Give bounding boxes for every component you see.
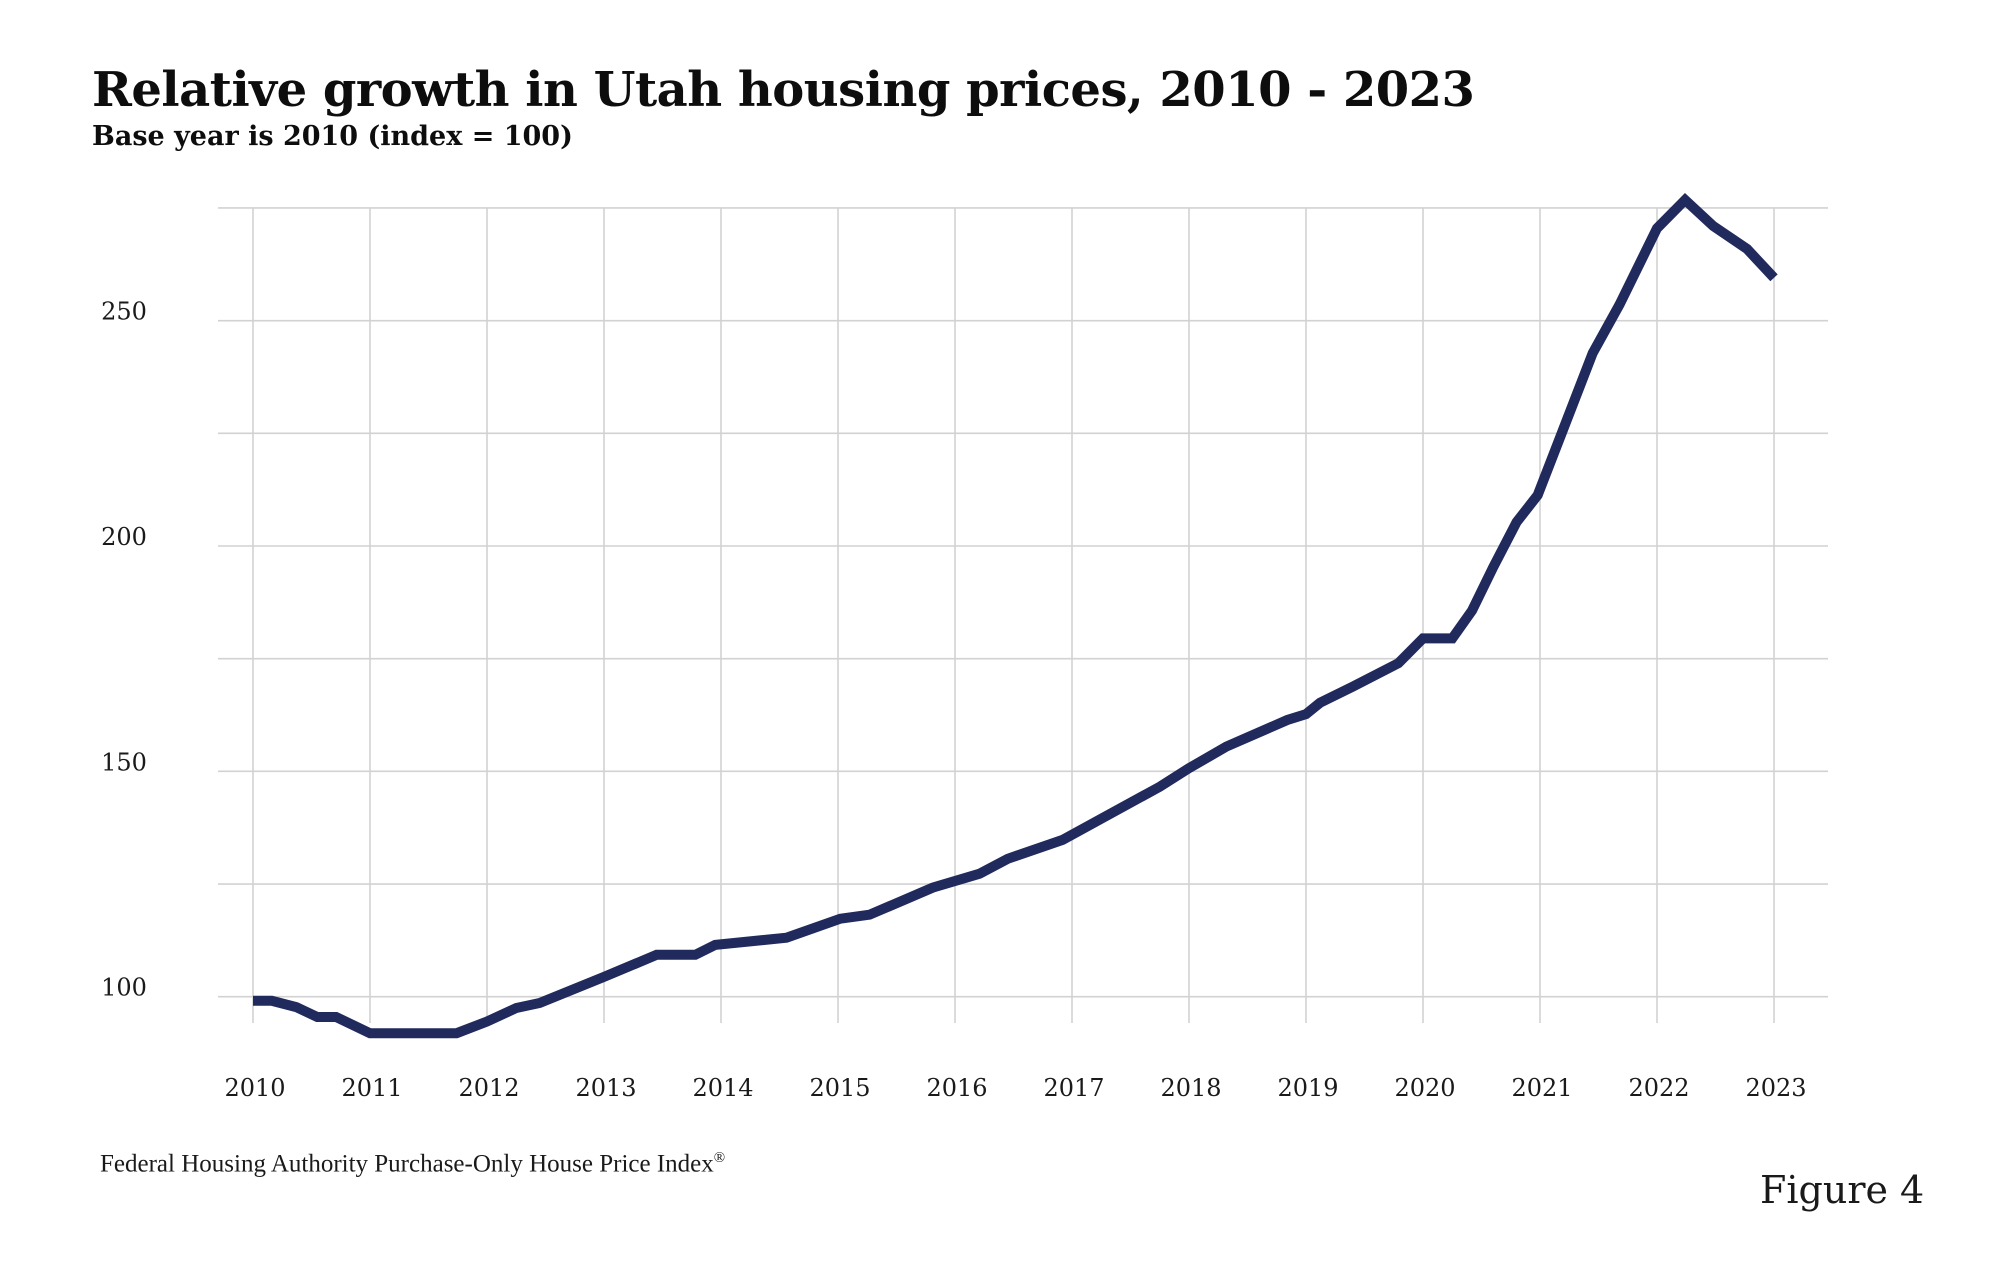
x-tick-label-2017: 2017 bbox=[1043, 1074, 1104, 1102]
horizontal-gridlines bbox=[218, 207, 1828, 998]
series-line-0 bbox=[253, 192, 1778, 1039]
x-tick-label-2020: 2020 bbox=[1394, 1074, 1455, 1102]
vertical-gridlines bbox=[252, 207, 1775, 1023]
x-tick-label-2016: 2016 bbox=[926, 1074, 987, 1102]
x-tick-label-2018: 2018 bbox=[1160, 1074, 1221, 1102]
y-tick-label-250: 250 bbox=[101, 298, 147, 326]
x-tick-label-2010: 2010 bbox=[224, 1074, 285, 1102]
x-tick-label-2021: 2021 bbox=[1511, 1074, 1572, 1102]
x-tick-label-2014: 2014 bbox=[692, 1074, 753, 1102]
figure-label: Figure 4 bbox=[1760, 1168, 1925, 1212]
source-note: Federal Housing Authority Purchase-Only … bbox=[100, 1150, 725, 1178]
y-tick-label-200: 200 bbox=[101, 523, 147, 551]
y-tick-label-100: 100 bbox=[101, 974, 147, 1002]
chart-subtitle: Base year is 2010 (index = 100) bbox=[92, 121, 573, 152]
x-tick-label-2019: 2019 bbox=[1277, 1074, 1338, 1102]
y-axis-tick-labels: 100 150 200 250 bbox=[101, 298, 147, 1002]
y-tick-label-150: 150 bbox=[101, 748, 147, 776]
registered-mark: ® bbox=[713, 1150, 726, 1166]
x-axis-tick-labels: 2010 2011 2012 2013 2014 2015 2016 2017 2018 2019… bbox=[224, 1074, 1806, 1102]
x-tick-label-2013: 2013 bbox=[575, 1074, 636, 1102]
source-text: Federal Housing Authority Purchase-Only … bbox=[100, 1150, 714, 1178]
x-tick-label-2011: 2011 bbox=[341, 1074, 402, 1102]
x-tick-label-2015: 2015 bbox=[809, 1074, 870, 1102]
x-tick-label-2012: 2012 bbox=[458, 1074, 519, 1102]
x-tick-label-2022: 2022 bbox=[1628, 1074, 1689, 1102]
x-tick-label-2023: 2023 bbox=[1745, 1074, 1806, 1102]
series-layer bbox=[253, 192, 1778, 1039]
chart-title: Relative growth in Utah housing prices, … bbox=[92, 62, 1475, 118]
